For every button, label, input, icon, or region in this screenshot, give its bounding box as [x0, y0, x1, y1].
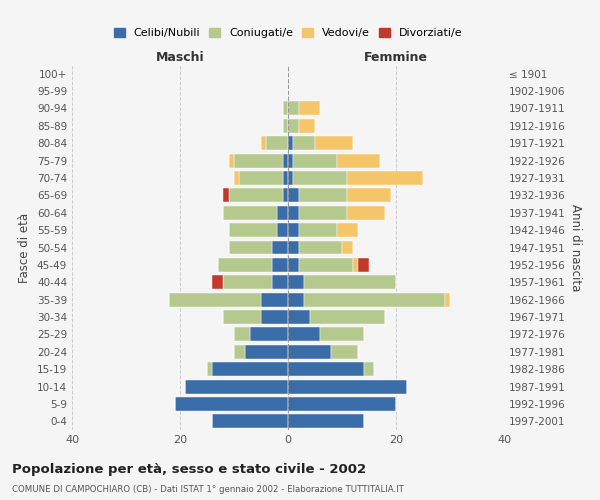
- Legend: Celibi/Nubili, Coniugati/e, Vedovi/e, Divorziati/e: Celibi/Nubili, Coniugati/e, Vedovi/e, Di…: [109, 23, 467, 43]
- Bar: [288, 310, 310, 324]
- Bar: [234, 328, 250, 342]
- Bar: [288, 154, 293, 168]
- Bar: [288, 362, 364, 376]
- Bar: [207, 362, 212, 376]
- Bar: [175, 397, 288, 411]
- Bar: [223, 206, 277, 220]
- Bar: [293, 136, 315, 150]
- Bar: [331, 345, 358, 358]
- Bar: [277, 206, 288, 220]
- Bar: [299, 258, 353, 272]
- Bar: [234, 171, 239, 185]
- Bar: [229, 154, 234, 168]
- Bar: [347, 206, 385, 220]
- Bar: [299, 102, 320, 116]
- Bar: [299, 119, 315, 133]
- Bar: [342, 240, 353, 254]
- Bar: [212, 276, 223, 289]
- Bar: [239, 171, 283, 185]
- Bar: [283, 171, 288, 185]
- Bar: [218, 258, 272, 272]
- Bar: [261, 292, 288, 306]
- Bar: [304, 292, 445, 306]
- Bar: [299, 206, 347, 220]
- Y-axis label: Anni di nascita: Anni di nascita: [569, 204, 582, 291]
- Bar: [212, 362, 288, 376]
- Bar: [304, 276, 396, 289]
- Bar: [320, 328, 364, 342]
- Bar: [288, 119, 299, 133]
- Bar: [299, 188, 347, 202]
- Bar: [288, 206, 299, 220]
- Bar: [223, 310, 261, 324]
- Bar: [310, 310, 385, 324]
- Bar: [299, 223, 337, 237]
- Bar: [358, 258, 369, 272]
- Bar: [245, 345, 288, 358]
- Bar: [288, 328, 320, 342]
- Bar: [272, 258, 288, 272]
- Bar: [288, 276, 304, 289]
- Bar: [315, 136, 353, 150]
- Bar: [234, 345, 245, 358]
- Bar: [229, 188, 283, 202]
- Bar: [347, 188, 391, 202]
- Bar: [299, 240, 342, 254]
- Bar: [283, 119, 288, 133]
- Bar: [445, 292, 450, 306]
- Bar: [261, 136, 266, 150]
- Bar: [283, 154, 288, 168]
- Bar: [272, 240, 288, 254]
- Bar: [266, 136, 288, 150]
- Bar: [283, 102, 288, 116]
- Bar: [288, 223, 299, 237]
- Bar: [288, 258, 299, 272]
- Bar: [293, 154, 337, 168]
- Bar: [337, 223, 358, 237]
- Bar: [347, 171, 423, 185]
- Text: COMUNE DI CAMPOCHIARO (CB) - Dati ISTAT 1° gennaio 2002 - Elaborazione TUTTITALI: COMUNE DI CAMPOCHIARO (CB) - Dati ISTAT …: [12, 485, 404, 494]
- Bar: [288, 292, 304, 306]
- Bar: [364, 362, 374, 376]
- Bar: [288, 397, 396, 411]
- Bar: [283, 188, 288, 202]
- Bar: [223, 188, 229, 202]
- Bar: [272, 276, 288, 289]
- Bar: [212, 414, 288, 428]
- Text: Maschi: Maschi: [155, 51, 205, 64]
- Bar: [288, 240, 299, 254]
- Bar: [288, 171, 293, 185]
- Bar: [234, 154, 283, 168]
- Bar: [288, 102, 299, 116]
- Bar: [288, 414, 364, 428]
- Bar: [169, 292, 261, 306]
- Bar: [293, 171, 347, 185]
- Text: Femmine: Femmine: [364, 51, 428, 64]
- Bar: [337, 154, 380, 168]
- Bar: [185, 380, 288, 394]
- Bar: [277, 223, 288, 237]
- Bar: [223, 276, 272, 289]
- Bar: [261, 310, 288, 324]
- Bar: [229, 223, 277, 237]
- Bar: [288, 136, 293, 150]
- Bar: [229, 240, 272, 254]
- Bar: [288, 188, 299, 202]
- Y-axis label: Fasce di età: Fasce di età: [19, 212, 31, 282]
- Bar: [288, 380, 407, 394]
- Bar: [353, 258, 358, 272]
- Bar: [250, 328, 288, 342]
- Text: Popolazione per età, sesso e stato civile - 2002: Popolazione per età, sesso e stato civil…: [12, 462, 366, 475]
- Bar: [288, 345, 331, 358]
